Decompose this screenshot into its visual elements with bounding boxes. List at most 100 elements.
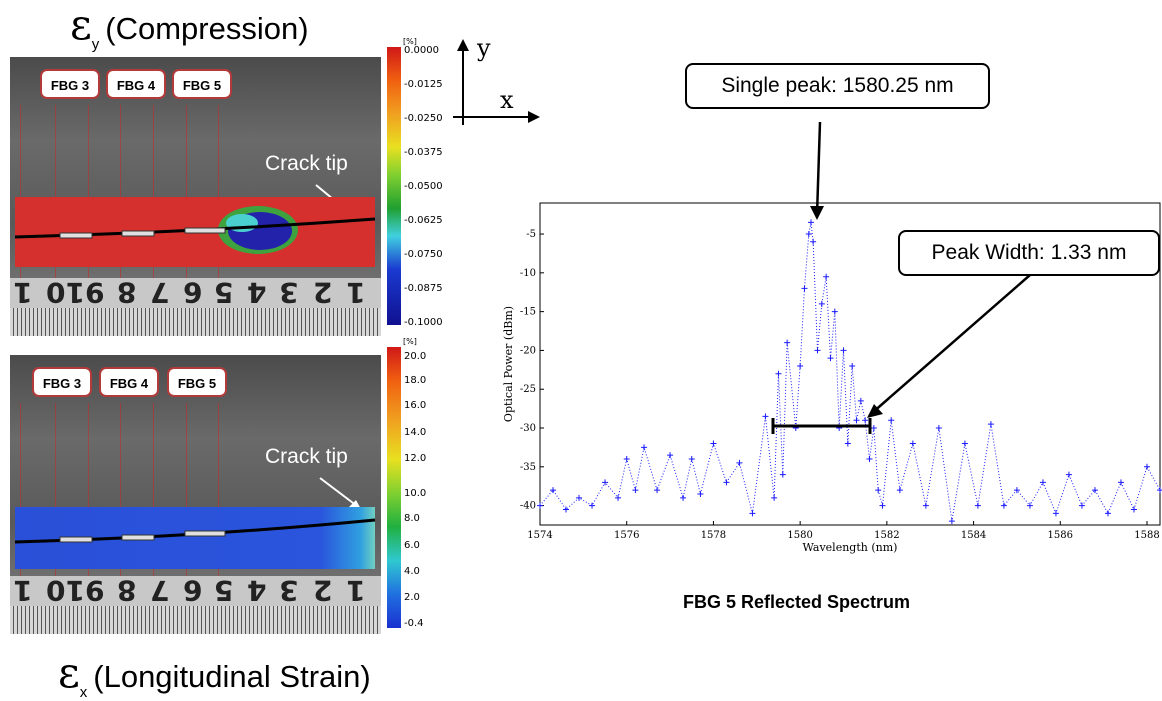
data-point	[1130, 506, 1137, 513]
x-axis-letter: x	[500, 86, 514, 114]
colorbar-tick: -0.4	[404, 618, 424, 629]
colorbar-tick: 0.0000	[404, 45, 439, 56]
colorbar-tick: -0.0875	[404, 283, 443, 294]
data-point	[814, 347, 821, 354]
data-point	[632, 487, 639, 494]
y-tick-label: -30	[520, 423, 536, 434]
y-tick-label: -10	[520, 268, 536, 279]
width-callout: Peak Width: 1.33 nm	[898, 230, 1160, 276]
data-point	[771, 494, 778, 501]
width-arrow	[871, 274, 1031, 414]
colorbar-tick: 14.0	[404, 427, 427, 438]
title-label: (Compression)	[105, 11, 309, 46]
fbg4-grating	[121, 534, 155, 541]
y-tick-label: -40	[520, 501, 536, 512]
fbg3-grating	[59, 232, 93, 239]
data-point	[879, 502, 886, 509]
y-axis-arrowhead	[457, 39, 469, 51]
data-point	[749, 510, 756, 517]
data-point	[818, 300, 825, 307]
data-point	[948, 518, 955, 525]
x-tick-label: 1588	[1134, 530, 1159, 541]
data-point	[935, 425, 942, 432]
data-point	[736, 459, 743, 466]
crack-tip-label: Crack tip	[265, 152, 348, 175]
colorbar-tick: 2.0	[404, 592, 420, 603]
ruler: 1 10 9 8 7 6 5 4 3 2 1	[10, 574, 381, 634]
ruler-number: 9	[85, 574, 105, 607]
x-tick-label: 1580	[787, 530, 812, 541]
ruler-number: 2	[313, 276, 333, 309]
data-point	[688, 456, 695, 463]
xy-axis-indicator	[453, 39, 540, 125]
data-point	[615, 494, 622, 501]
data-point	[723, 479, 730, 486]
data-point	[827, 355, 834, 362]
crack-arrow	[319, 477, 358, 507]
top-panel-title: εy (Compression)	[70, 0, 309, 53]
top-strain-image: FBG 3 FBG 4 FBG 5 Crack tip 1 10 9 8 7 6…	[10, 57, 381, 336]
data-point	[1117, 479, 1124, 486]
fbg4-grating	[121, 230, 155, 237]
data-point	[987, 421, 994, 428]
ruler: 1 10 9 8 7 6 5 4 3 2 1	[10, 276, 381, 336]
data-point	[810, 238, 817, 245]
data-point	[784, 339, 791, 346]
peak-callout: Single peak: 1580.25 nm	[685, 63, 990, 109]
fbg5-grating	[184, 530, 226, 537]
ruler-number: 2	[313, 574, 333, 607]
ruler-number: 10	[46, 276, 85, 309]
colorbar-tick: -0.0500	[404, 181, 443, 192]
ruler-number: 7	[150, 276, 170, 309]
colorbar-tick: 16.0	[404, 400, 427, 411]
data-point	[550, 487, 557, 494]
data-point	[849, 362, 856, 369]
colorbar-tick: -0.1000	[404, 317, 443, 328]
fbg5-label: FBG 5	[172, 69, 232, 99]
data-point	[654, 487, 661, 494]
data-points	[537, 219, 1162, 525]
colorbar-tick: 20.0	[404, 351, 427, 362]
top-colorbar-unit: [%]	[403, 37, 417, 46]
data-point	[1104, 510, 1111, 517]
colorbar-tick: 12.0	[404, 453, 427, 464]
fbg3-grating	[59, 536, 93, 543]
bottom-panel-title: εx (Longitudinal Strain)	[58, 648, 371, 701]
data-point	[896, 487, 903, 494]
ruler-number: 6	[183, 276, 203, 309]
data-point	[1143, 463, 1150, 470]
epsilon-subscript: x	[79, 684, 88, 701]
fbg3-label: FBG 3	[32, 367, 92, 397]
bottom-strain-image: FBG 3 FBG 4 FBG 5 Crack tip 1 10 9 8 7 6…	[10, 355, 381, 634]
x-tick-label: 1578	[701, 530, 726, 541]
ruler-number: 1	[346, 574, 366, 607]
data-point	[875, 487, 882, 494]
x-axis-arrowhead	[528, 111, 540, 123]
bottom-colorbar	[387, 347, 401, 628]
annotation-overlay	[771, 121, 1031, 434]
ruler-number: 4	[247, 574, 267, 607]
y-tick-label: -15	[520, 307, 536, 318]
data-point	[1078, 502, 1085, 509]
data-point	[1157, 487, 1162, 494]
x-tick-label: 1582	[874, 530, 899, 541]
fbg3-label: FBG 3	[40, 69, 100, 99]
epsilon-symbol: ε	[70, 0, 92, 49]
peak-arrowhead	[810, 206, 824, 220]
ruler-number: 7	[150, 574, 170, 607]
colorbar-tick: 18.0	[404, 375, 427, 386]
crack-tip-label: Crack tip	[265, 445, 348, 468]
data-point	[974, 502, 981, 509]
data-point	[697, 490, 704, 497]
data-point	[589, 502, 596, 509]
colorbar-tick: 6.0	[404, 540, 420, 551]
y-tick-label: -5	[526, 229, 536, 240]
data-point	[623, 456, 630, 463]
colorbar-tick: -0.0625	[404, 215, 443, 226]
data-point	[1052, 510, 1059, 517]
y-axis-label: Optical Power (dBm)	[502, 306, 515, 422]
colorbar-tick: 10.0	[404, 488, 427, 499]
ruler-number: 1	[13, 276, 33, 309]
data-point	[870, 425, 877, 432]
data-point	[762, 413, 769, 420]
